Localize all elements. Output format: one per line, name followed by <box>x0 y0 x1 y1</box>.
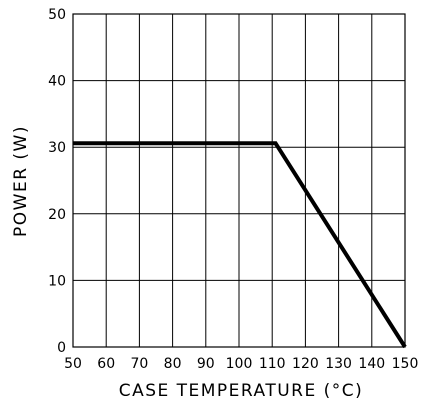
y-tick-label: 50 <box>48 7 66 23</box>
x-axis-label: CASE TEMPERATURE (°C) <box>119 381 364 401</box>
x-tick-label: 150 <box>392 356 419 372</box>
plot-frame <box>72 13 406 348</box>
y-tick-label: 10 <box>48 273 66 289</box>
x-tick-label: 130 <box>325 356 352 372</box>
grid <box>72 13 406 348</box>
y-tick-label: 40 <box>48 74 66 90</box>
y-tick-labels: 0 10 20 30 40 50 <box>48 7 66 356</box>
x-tick-label: 90 <box>197 356 215 372</box>
y-tick-label: 30 <box>48 140 66 156</box>
x-tick-label: 60 <box>97 356 115 372</box>
x-tick-label: 100 <box>226 356 253 372</box>
x-tick-label: 50 <box>64 356 82 372</box>
x-tick-label: 80 <box>164 356 182 372</box>
x-tick-labels: 50 60 70 80 90 100 110 120 130 140 150 <box>64 356 418 372</box>
series-group <box>73 141 407 349</box>
y-axis-label: POWER (W) <box>11 125 31 237</box>
x-tick-label: 120 <box>292 356 319 372</box>
x-tick-label: 140 <box>358 356 385 372</box>
y-tick-label: 0 <box>57 340 66 356</box>
power-derating-line <box>73 141 407 349</box>
y-tick-label: 20 <box>48 207 66 223</box>
x-tick-label: 70 <box>130 356 148 372</box>
x-tick-label: 110 <box>259 356 286 372</box>
